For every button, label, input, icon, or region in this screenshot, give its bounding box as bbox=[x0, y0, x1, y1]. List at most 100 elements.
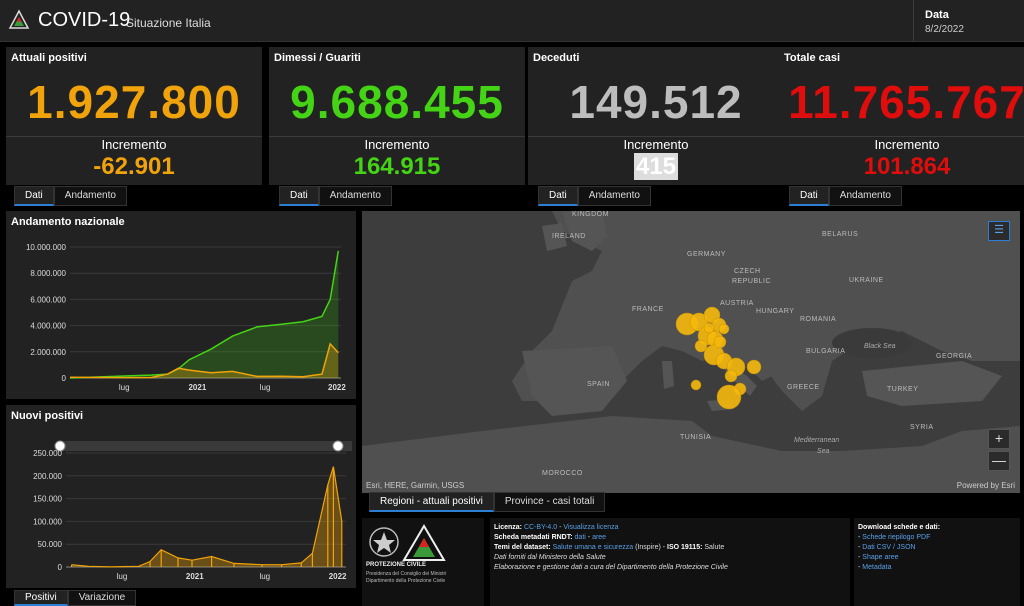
kpi-increment-value: -62.901 bbox=[93, 153, 175, 180]
country-label: SPAIN bbox=[587, 381, 610, 388]
rndt-line: Scheda metadati RNDT: dati - aree bbox=[494, 533, 846, 543]
region-bubble bbox=[746, 359, 762, 375]
country-label: HUNGARY bbox=[756, 308, 794, 315]
divider bbox=[779, 136, 1024, 137]
country-label: IRELAND bbox=[552, 233, 586, 240]
temi-link[interactable]: Salute umana e sicurezza bbox=[552, 544, 634, 551]
tab-regioni[interactable]: Regioni - attuali positivi bbox=[369, 492, 494, 512]
tab-variazione[interactable]: Variazione bbox=[67, 590, 137, 606]
license-link[interactable]: CC-BY-4.0 bbox=[523, 524, 558, 531]
kpi-increment-label: Incremento bbox=[101, 137, 167, 152]
sea-label: Mediterranean bbox=[794, 437, 839, 444]
kpi-increment-value: 101.864 bbox=[863, 153, 951, 180]
download-csv-link[interactable]: Dati CSV / JSON bbox=[862, 544, 916, 551]
label: Temi del dataset: bbox=[494, 544, 551, 551]
andamento-nazionale-panel: Andamento nazionale 0 2.000.000 4.000.000 6… bbox=[6, 211, 356, 399]
text: Salute bbox=[702, 544, 725, 551]
rndt-dati-link[interactable]: dati bbox=[574, 534, 586, 541]
license-line: Licenza: CC-BY-4.0 - Visualizza licenza bbox=[494, 523, 846, 533]
country-label: GERMANY bbox=[687, 251, 726, 258]
map-canvas[interactable]: KINGDOM IRELAND GERMANY BELARUS CZECH RE… bbox=[362, 211, 1020, 493]
rndt-aree-link[interactable]: aree bbox=[592, 534, 607, 541]
date-label: Data bbox=[925, 9, 949, 21]
tab-andamento[interactable]: Andamento bbox=[577, 186, 651, 206]
y-tick-label: 10.000.000 bbox=[26, 243, 67, 252]
zoom-in-button[interactable]: + bbox=[988, 429, 1010, 449]
tab-dati[interactable]: Dati bbox=[538, 186, 578, 206]
kpi-title: Deceduti bbox=[533, 52, 580, 64]
download-shape-link[interactable]: Shape aree bbox=[862, 554, 899, 561]
kpi-value: 1.927.800 bbox=[27, 76, 241, 128]
series-area bbox=[71, 466, 342, 567]
tab-dati[interactable]: Dati bbox=[14, 186, 54, 206]
download-link[interactable]: - Metadata bbox=[858, 564, 892, 571]
download-section: Download schede e dati: - Schede riepilo… bbox=[854, 518, 1020, 606]
tab-positivi[interactable]: Positivi bbox=[14, 590, 68, 606]
download-pdf-link[interactable]: Schede riepilogo PDF bbox=[862, 534, 931, 541]
kpi-value: 11.765.767 bbox=[788, 76, 1024, 128]
temi-line: Temi del dataset: Salute umana e sicurez… bbox=[494, 543, 846, 553]
app-title: COVID-19 bbox=[38, 9, 131, 31]
x-tick-label: lug bbox=[259, 572, 270, 581]
tab-province[interactable]: Province - casi totali bbox=[493, 492, 606, 512]
black-sea bbox=[832, 328, 912, 358]
y-tick-label: 6.000.000 bbox=[30, 295, 66, 304]
country-label: TURKEY bbox=[887, 386, 918, 393]
tab-andamento[interactable]: Andamento bbox=[53, 186, 127, 206]
country-label: UKRAINE bbox=[849, 277, 884, 284]
europe-landmass bbox=[512, 211, 1020, 401]
andamento-nazionale-chart: 0 2.000.000 4.000.000 6.000.000 8.000.000 10.… bbox=[26, 243, 346, 392]
y-tick-label: 100.000 bbox=[33, 517, 62, 526]
kpi-tabs-deceduti: Dati Andamento bbox=[538, 186, 651, 206]
kpi-totale-casi: Totale casi 11.765.767 Incremento 101.86… bbox=[779, 47, 1024, 185]
download-link[interactable]: - Shape aree bbox=[858, 554, 899, 561]
sea-label: Black Sea bbox=[864, 343, 896, 350]
chart-title: Andamento nazionale bbox=[11, 216, 125, 228]
tab-andamento[interactable]: Andamento bbox=[828, 186, 902, 206]
region-bubbles[interactable] bbox=[675, 306, 762, 410]
zoom-out-button[interactable]: — bbox=[988, 451, 1010, 471]
kpi-tabs-totale: Dati Andamento bbox=[789, 186, 902, 206]
header-bar: COVID-19 Situazione Italia Data 8/2/2022 bbox=[0, 0, 1024, 42]
tab-andamento[interactable]: Andamento bbox=[318, 186, 392, 206]
download-metadata-link[interactable]: Metadata bbox=[862, 564, 892, 571]
country-label: CZECH bbox=[734, 268, 761, 275]
series-area bbox=[70, 250, 339, 378]
ireland-landmass bbox=[542, 223, 567, 251]
download-link[interactable]: - Dati CSV / JSON bbox=[858, 544, 916, 551]
map-powered-by[interactable]: Powered by Esri bbox=[956, 481, 1015, 490]
legend-list-icon[interactable]: ☰ bbox=[988, 221, 1010, 241]
range-slider-handle-right bbox=[332, 440, 344, 452]
view-license-link[interactable]: Visualizza licenza bbox=[563, 524, 619, 531]
kpi-attuali-positivi: Attuali positivi 1.927.800 Incremento -6… bbox=[6, 47, 262, 185]
y-tick-label: 50.000 bbox=[38, 540, 63, 549]
download-title: Download schede e dati: bbox=[858, 524, 941, 531]
app-subtitle: Situazione Italia bbox=[126, 16, 211, 30]
region-bubble bbox=[713, 335, 727, 349]
download-link[interactable]: - Schede riepilogo PDF bbox=[858, 534, 931, 541]
info-line: Elaborazione e gestione dati a cura del … bbox=[494, 564, 728, 571]
sea-label: Sea bbox=[817, 448, 830, 455]
kpi-increment-value: 415 bbox=[633, 153, 679, 180]
nuovi-positivi-panel: Nuovi positivi 0 50.000 100.000 150.000 200.… bbox=[6, 405, 356, 588]
divider bbox=[528, 136, 784, 137]
kpi-title: Dimessi / Guariti bbox=[274, 52, 361, 64]
kpi-increment-label: Incremento bbox=[364, 137, 430, 152]
kpi-title: Attuali positivi bbox=[11, 52, 87, 64]
text: (Inspire) - bbox=[633, 544, 668, 551]
emblem-icon bbox=[369, 524, 446, 561]
region-bubble bbox=[690, 379, 702, 391]
tab-dati[interactable]: Dati bbox=[279, 186, 319, 206]
map-view[interactable]: KINGDOM IRELAND GERMANY BELARUS CZECH RE… bbox=[362, 211, 1020, 493]
date-value: 8/2/2022 bbox=[925, 24, 964, 35]
map-tabs: Regioni - attuali positivi Province - ca… bbox=[369, 492, 606, 512]
x-tick-label: lug bbox=[260, 383, 271, 392]
country-label: KINGDOM bbox=[572, 211, 609, 218]
series-line bbox=[69, 250, 340, 379]
kpi-deceduti: Deceduti 149.512 Incremento 415 bbox=[528, 47, 784, 185]
balkans-landmass bbox=[762, 341, 832, 411]
chart-tabs: Positivi Variazione bbox=[14, 590, 137, 606]
divider bbox=[6, 136, 262, 137]
x-tick-label: 2022 bbox=[328, 383, 346, 392]
tab-dati[interactable]: Dati bbox=[789, 186, 829, 206]
